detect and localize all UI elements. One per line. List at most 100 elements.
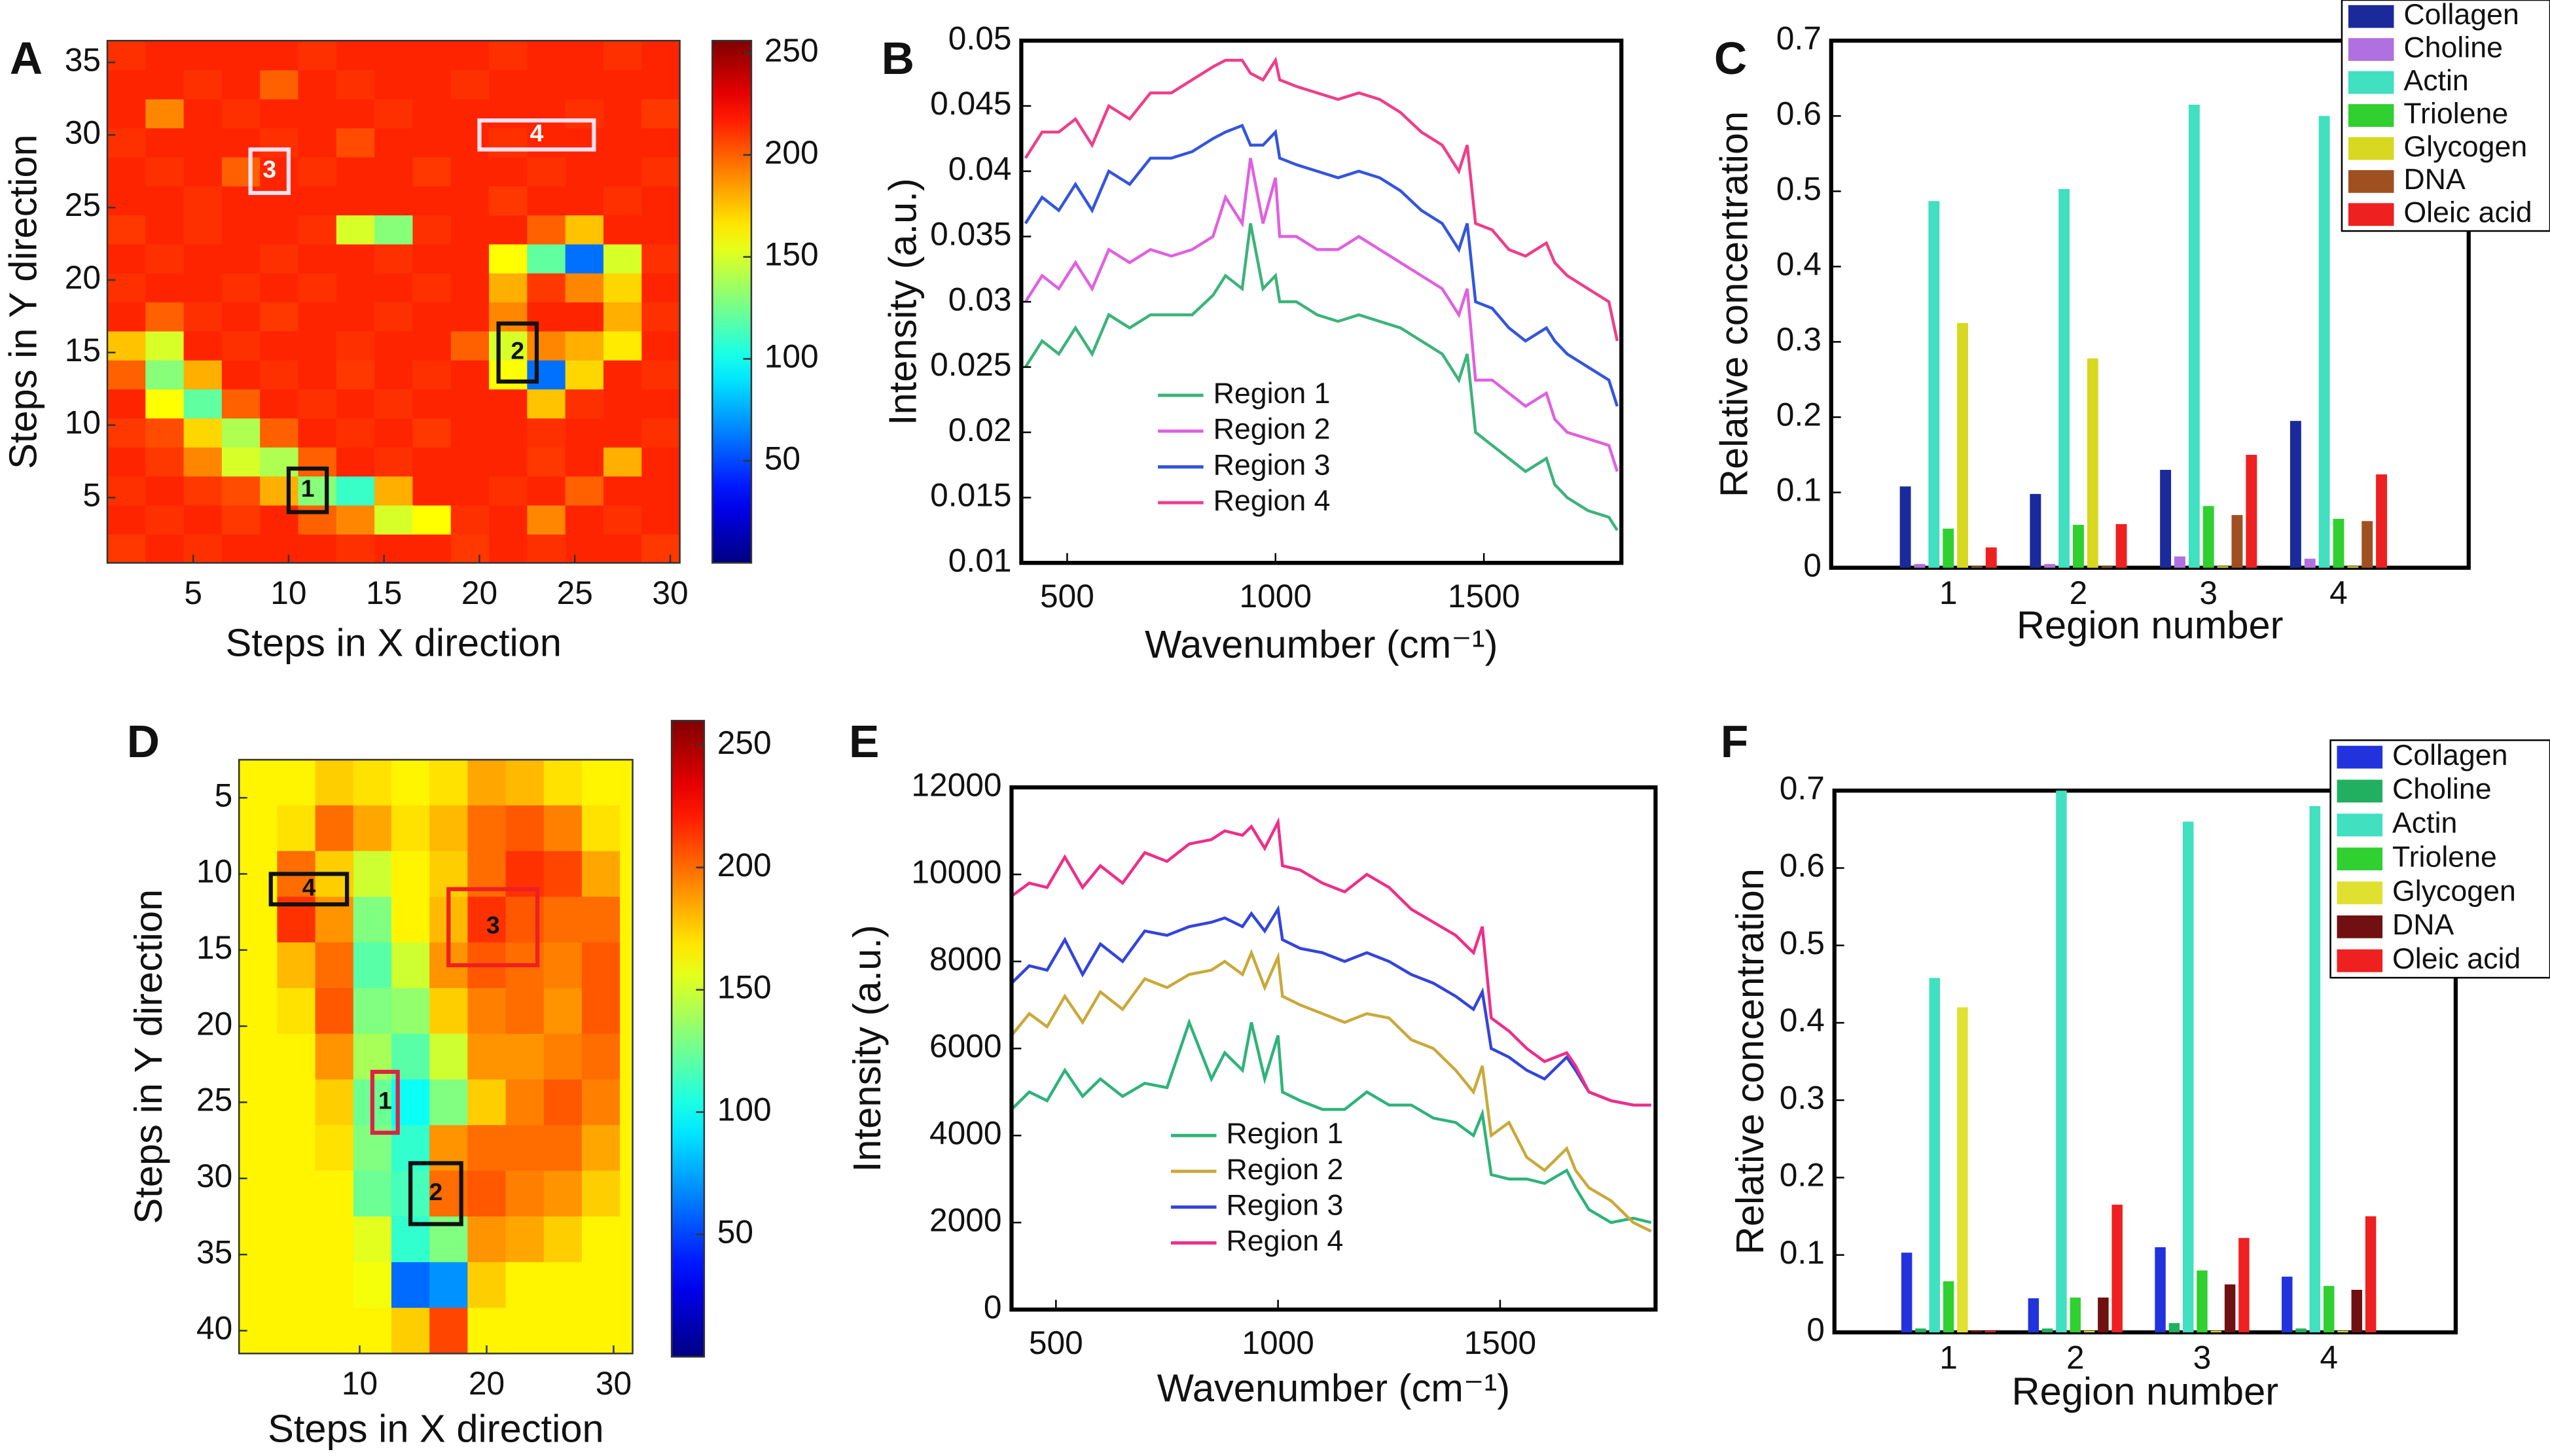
series-line	[1010, 1018, 1652, 1224]
heatmap-cell	[429, 1307, 469, 1354]
x-tick-label: 1500	[1464, 1324, 1537, 1361]
heatmap-cell	[527, 69, 566, 99]
legend-label: Region 3	[1213, 449, 1331, 481]
region-box	[248, 147, 291, 196]
legend-label: Oleic acid	[2392, 943, 2521, 975]
bar	[2168, 1323, 2180, 1333]
bar	[1915, 1328, 1926, 1333]
heatmap-cell	[543, 1033, 583, 1080]
bar	[2155, 1247, 2166, 1333]
heatmap-cell	[581, 1262, 621, 1309]
y-tick-label: 30	[196, 1158, 232, 1194]
heatmap-cell	[145, 446, 185, 477]
heatmap-cell	[450, 128, 490, 158]
x-tick-label: 20	[461, 575, 497, 611]
y-tick-label: 0.7	[1780, 770, 1825, 806]
region-box	[286, 466, 329, 514]
heatmap-cell	[183, 98, 223, 129]
heatmap-cell	[239, 1216, 278, 1263]
legend-label: Collagen	[2392, 739, 2507, 772]
y-tick-label: 25	[196, 1082, 232, 1118]
heatmap-cell	[489, 302, 528, 332]
bar	[2224, 1284, 2236, 1333]
heatmap-cell	[239, 1125, 278, 1172]
bar	[1971, 1330, 1982, 1333]
x-tick-label: 30	[652, 575, 688, 611]
heatmap-cell	[374, 243, 414, 274]
colorbar-tick-label: 100	[717, 1092, 772, 1128]
heatmap-cell	[221, 505, 261, 535]
legend-swatch	[2337, 949, 2383, 972]
heatmap-cell	[183, 128, 223, 158]
heatmap-cell	[581, 1033, 621, 1080]
region-label: 3	[262, 155, 276, 183]
heatmap-cell	[260, 272, 299, 303]
legend-label: Region 2	[1226, 1154, 1343, 1186]
heatmap-cell	[315, 1307, 354, 1354]
heatmap-cell	[315, 1216, 354, 1263]
heatmap-cell	[527, 272, 566, 303]
heatmap-cell	[183, 330, 223, 361]
heatmap-cell	[391, 942, 431, 989]
heatmap-cell	[527, 41, 566, 71]
heatmap-cell	[565, 243, 604, 274]
heatmap-cell	[391, 1307, 431, 1354]
heatmap-cell	[603, 359, 643, 390]
heatmap-cell	[603, 272, 643, 303]
heatmap-cell	[277, 1125, 316, 1172]
legend-label: DNA	[2392, 909, 2454, 941]
heatmap-cell	[183, 272, 223, 303]
heatmap-cell	[145, 272, 185, 303]
heatmap-cell	[145, 185, 185, 216]
heatmap-cell	[505, 1079, 545, 1126]
legend-swatch	[2337, 847, 2383, 871]
bar	[2070, 1297, 2081, 1333]
heatmap-cell	[543, 1307, 583, 1354]
heatmap-cell	[450, 272, 490, 303]
heatmap-cell	[565, 156, 604, 186]
y-tick-label: 0.01	[948, 542, 1012, 578]
x-tick-label: 10	[342, 1365, 378, 1402]
heatmap-cell	[277, 1033, 316, 1080]
heatmap-cell	[374, 128, 414, 158]
region-label: 2	[511, 337, 524, 364]
heatmap-cell	[298, 476, 337, 506]
y-tick-label: 0.025	[930, 346, 1011, 383]
heatmap-cell	[221, 359, 261, 390]
heatmap-cell	[260, 330, 299, 361]
heatmap-cell	[489, 359, 528, 390]
heatmap-cell	[145, 359, 185, 390]
y-tick-label: 5	[82, 477, 101, 514]
region-box	[268, 872, 350, 907]
heatmap-cell	[489, 417, 528, 448]
bar	[2202, 506, 2214, 568]
heatmap-cell	[183, 476, 223, 506]
heatmap-cell	[353, 942, 393, 989]
heatmap-cell	[107, 98, 147, 129]
heatmap-cell	[565, 185, 604, 216]
heatmap-cell	[145, 69, 185, 99]
x-axis-label: Region number	[2017, 603, 2284, 647]
heatmap-cell	[467, 897, 507, 944]
x-tick-label: 3	[2193, 1339, 2212, 1376]
region-label: 4	[530, 119, 544, 147]
heatmap-cell	[641, 330, 680, 361]
y-tick-label: 0.6	[1776, 95, 1822, 132]
heatmap-cell	[603, 41, 643, 71]
bar	[1899, 486, 1911, 568]
heatmap-cell	[641, 185, 680, 216]
heatmap-cell	[429, 805, 469, 852]
heatmap-cell	[412, 533, 452, 563]
x-tick-label: 5	[184, 575, 202, 611]
heatmap-cell	[107, 215, 147, 245]
heatmap-cell	[412, 215, 452, 245]
heatmap-cell	[336, 417, 376, 448]
y-axis-label: Relative concentration	[1712, 111, 1755, 497]
heatmap-cell	[489, 272, 528, 303]
legend-label: Oleic acid	[2403, 197, 2532, 229]
heatmap-cell	[641, 128, 680, 158]
heatmap-cell	[641, 302, 680, 332]
heatmap-cell	[620, 897, 633, 944]
heatmap-cell	[412, 185, 452, 216]
heatmap-cell	[527, 359, 566, 390]
